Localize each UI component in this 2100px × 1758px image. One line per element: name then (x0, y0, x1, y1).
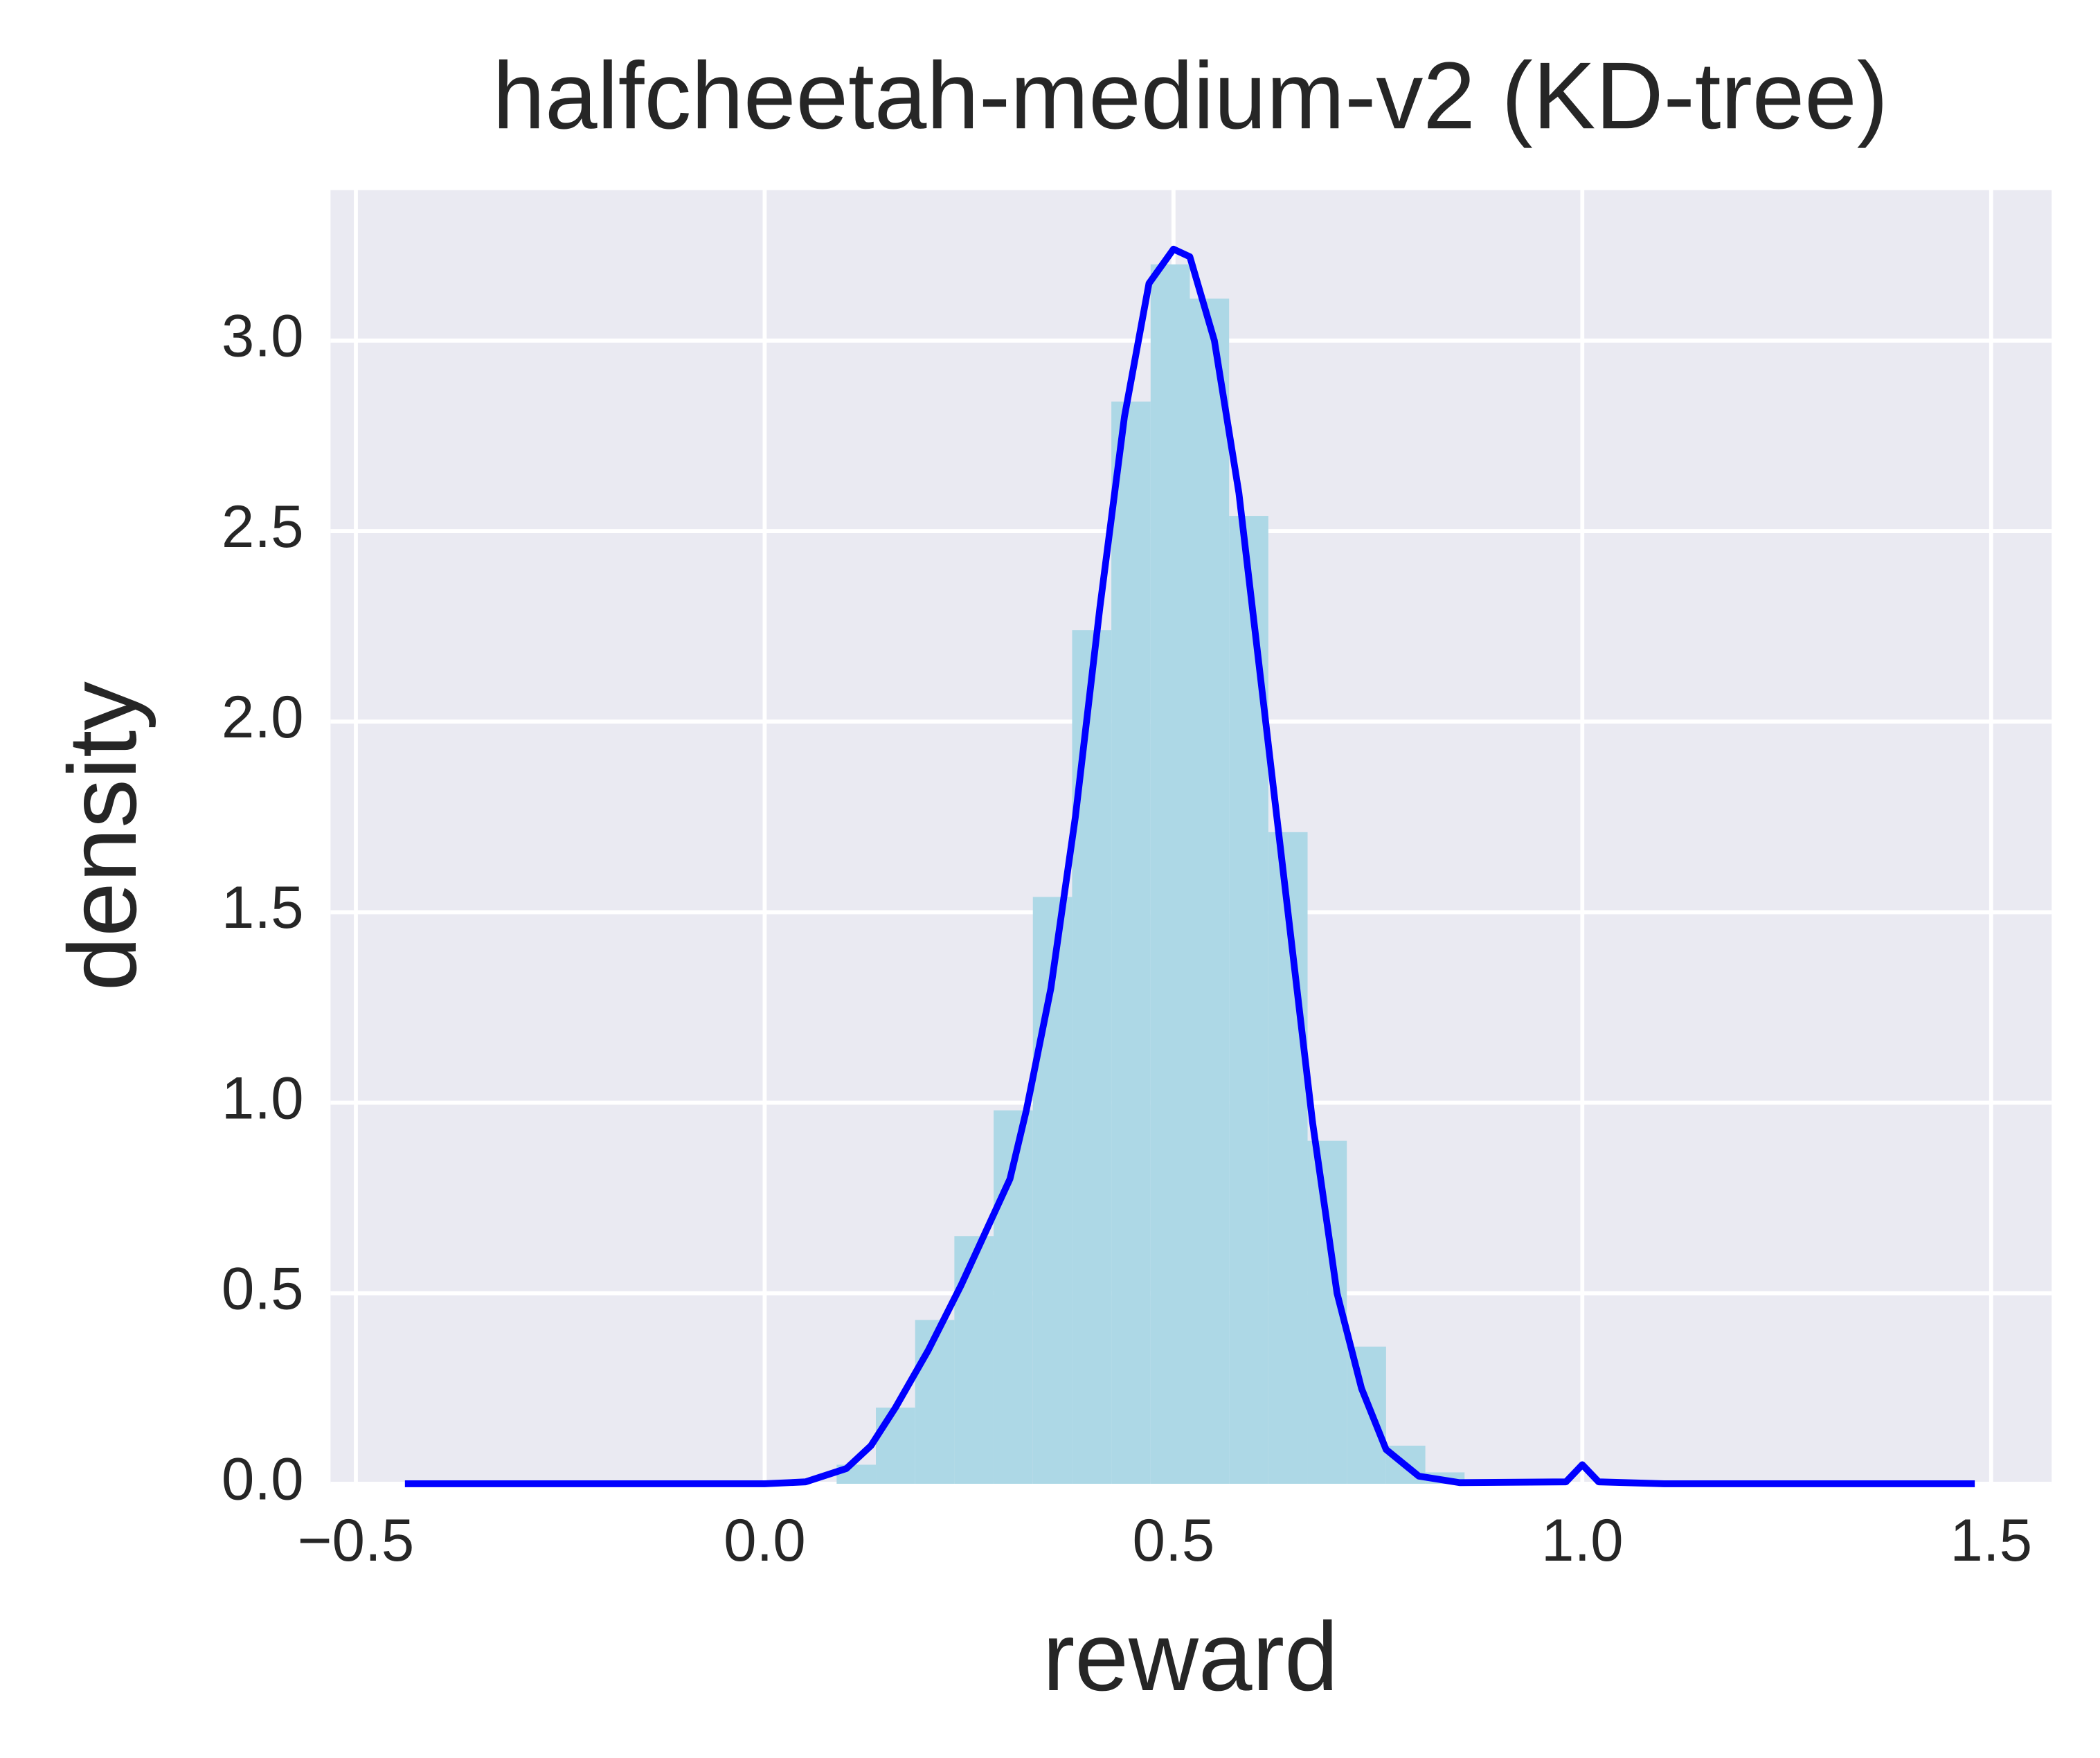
histogram-bar (1072, 630, 1112, 1484)
histogram-bar (1111, 401, 1151, 1484)
histogram-bar (954, 1236, 994, 1484)
kde-line (404, 245, 1975, 1487)
histogram-bar (1190, 298, 1230, 1484)
chart-title: halfcheetah-medium-v2 (KD-tree) (493, 42, 1889, 149)
x-tick-label: −0.5 (298, 1507, 415, 1574)
y-tick-label: 2.0 (222, 684, 304, 751)
y-tick-label: 0.0 (222, 1446, 304, 1512)
y-tick-label: 1.0 (222, 1065, 304, 1131)
histogram-bar (1150, 264, 1190, 1484)
x-tick-label: 1.5 (1950, 1507, 2032, 1574)
x-tick-label: 0.5 (1133, 1507, 1215, 1574)
x-tick-label: 1.0 (1541, 1507, 1624, 1574)
y-tick-label: 2.5 (222, 493, 304, 559)
x-axis-label: reward (1043, 1602, 1338, 1711)
histogram-bar (1229, 516, 1268, 1484)
histogram-bar (915, 1320, 955, 1484)
x-tick-label: 0.0 (724, 1507, 806, 1574)
histogram-bar (876, 1407, 915, 1484)
y-axis-label: density (48, 681, 156, 991)
y-tick-label: 3.0 (222, 303, 304, 369)
y-tick-label: 0.5 (222, 1255, 304, 1322)
y-tick-label: 1.5 (222, 874, 304, 941)
